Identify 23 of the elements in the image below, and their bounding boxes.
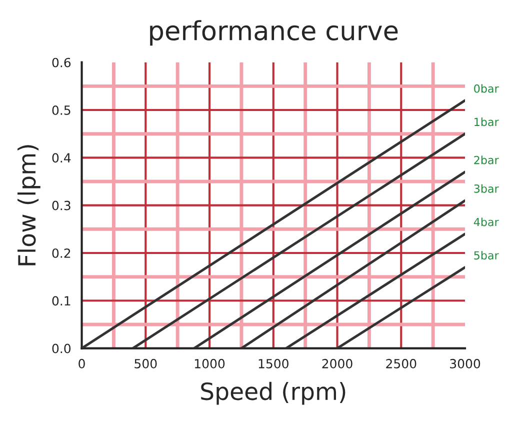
series-label: 1bar <box>474 118 499 126</box>
x-tick-label: 2500 <box>386 358 416 368</box>
y-tick-label: 0.2 <box>52 248 70 258</box>
y-tick-label: 0.5 <box>52 105 70 115</box>
series-label: 3bar <box>474 184 499 193</box>
x-axis-title: Speed (rpm) <box>201 382 346 405</box>
y-tick-label: 0.3 <box>52 200 70 210</box>
series-label: 4bar <box>474 218 499 226</box>
x-tick-label: 1000 <box>194 358 225 368</box>
x-tick-label: 1500 <box>258 358 288 368</box>
chart-title: performance curve <box>150 20 398 46</box>
x-tick-label: 500 <box>134 358 157 368</box>
series-label: 0bar <box>474 84 499 93</box>
series-label: 2bar <box>474 156 499 164</box>
y-tick-label: 0.1 <box>52 296 70 306</box>
x-tick-label: 0 <box>78 358 85 368</box>
x-tick-label: 3000 <box>450 358 480 368</box>
x-tick-label: 2000 <box>322 358 352 368</box>
y-axis-title: Flow (lpm) <box>18 145 40 266</box>
y-tick-label: 0.4 <box>52 153 71 163</box>
series-label: 5bar <box>474 250 499 260</box>
y-tick-label: 0.0 <box>52 344 71 354</box>
y-tick-label: 0.6 <box>52 58 71 68</box>
